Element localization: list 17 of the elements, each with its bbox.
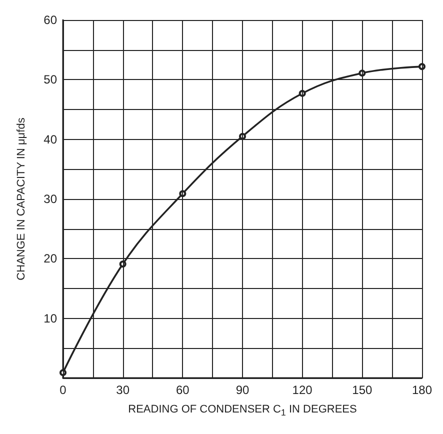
x-tick-label: 180 <box>412 383 432 397</box>
y-tick-label: 20 <box>44 252 58 266</box>
y-tick-label: 40 <box>44 132 58 146</box>
y-tick-label: 10 <box>44 311 58 326</box>
point <box>358 70 366 77</box>
y-tick-label: 50 <box>44 72 58 87</box>
x-tick-label: 0 <box>60 383 67 397</box>
x-tick-label: 150 <box>352 383 372 397</box>
y-axis-title: CHANGE IN CAPACITY IN μμfds <box>16 117 28 280</box>
y-tick-label: 30 <box>44 192 58 206</box>
x-tick-label: 60 <box>176 383 190 397</box>
point <box>119 260 126 268</box>
y-tick-label: 60 <box>44 13 58 27</box>
point <box>60 369 66 376</box>
x-tick-label: 120 <box>292 383 313 397</box>
x-tick-label: 30 <box>116 383 130 397</box>
x-tick-label: 90 <box>236 383 250 397</box>
